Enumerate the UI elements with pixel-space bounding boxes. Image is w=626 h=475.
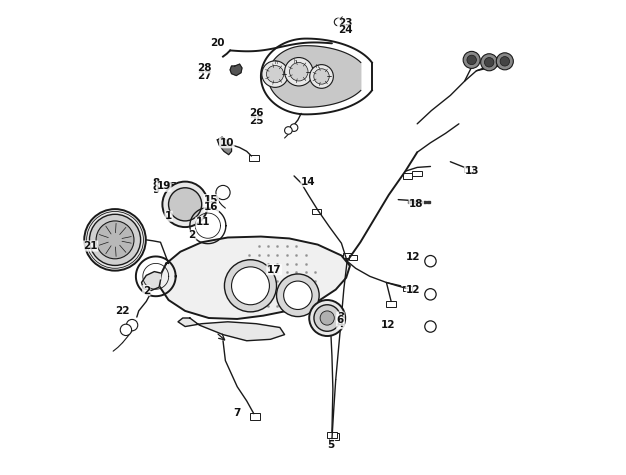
Text: 26: 26 [249,108,264,118]
Polygon shape [408,200,411,203]
Text: 25: 25 [249,116,264,126]
Circle shape [96,221,134,259]
Text: 3: 3 [337,312,344,322]
Polygon shape [411,200,414,203]
Text: 11: 11 [196,218,210,228]
Circle shape [500,57,510,66]
Polygon shape [415,200,418,203]
Bar [182,186,188,190]
Polygon shape [159,237,350,319]
Circle shape [225,260,277,312]
Bar [337,255,345,260]
Text: 19: 19 [156,181,171,191]
Polygon shape [178,318,285,341]
Circle shape [232,267,269,305]
Circle shape [90,214,141,266]
Text: 17: 17 [267,265,282,275]
Bar [250,413,260,419]
Bar [174,184,182,189]
Circle shape [481,54,498,71]
Text: 1: 1 [165,211,172,221]
Text: 12: 12 [406,285,421,294]
Bar [403,173,413,179]
Circle shape [290,63,308,81]
Polygon shape [268,46,361,107]
Text: 23: 23 [338,19,352,28]
Circle shape [126,319,138,331]
Text: 16: 16 [204,202,218,212]
Polygon shape [230,64,242,76]
Circle shape [284,281,312,310]
Circle shape [285,127,292,134]
Bar [386,301,396,307]
Circle shape [425,256,436,267]
Text: 10: 10 [220,138,234,148]
Circle shape [463,51,480,68]
Circle shape [290,124,298,132]
Polygon shape [419,200,422,203]
Circle shape [277,274,319,317]
Circle shape [425,321,436,332]
Circle shape [120,324,131,335]
Bar [193,192,201,198]
Text: 27: 27 [197,71,212,82]
Circle shape [496,53,513,70]
Text: h: h [294,59,297,64]
Text: 7: 7 [233,408,241,418]
Circle shape [467,55,476,65]
Circle shape [267,66,284,83]
Text: 13: 13 [464,166,479,176]
Circle shape [314,305,341,331]
Bar [167,181,175,186]
Text: 21: 21 [83,241,98,251]
Circle shape [334,18,342,26]
Text: 22: 22 [115,306,130,316]
Bar [249,155,259,161]
Text: 9: 9 [152,185,160,195]
Text: 24: 24 [338,25,352,35]
Bar [349,255,357,260]
Bar [403,286,413,292]
Bar [464,166,473,172]
Text: h: h [274,60,277,65]
Circle shape [262,61,289,87]
Text: 2: 2 [143,285,150,295]
Text: 12: 12 [406,252,421,262]
Bar [343,253,351,258]
Text: 15: 15 [204,195,218,205]
Bar [327,432,337,438]
Circle shape [285,57,313,86]
Polygon shape [141,272,160,291]
Polygon shape [427,200,429,203]
Circle shape [425,289,436,300]
Text: h: h [316,64,319,68]
Text: 14: 14 [301,177,316,187]
Circle shape [310,65,334,88]
Bar [202,195,208,200]
Circle shape [162,181,208,227]
Circle shape [320,311,334,325]
Circle shape [168,188,202,221]
Bar [329,433,339,440]
Circle shape [85,209,146,271]
Bar [312,209,321,214]
Circle shape [314,69,329,84]
Text: 20: 20 [210,38,225,48]
Text: 5: 5 [327,440,335,450]
Polygon shape [423,200,426,203]
Circle shape [485,57,494,67]
Polygon shape [217,137,232,155]
Text: 2: 2 [188,230,196,240]
Text: 6: 6 [337,315,344,325]
Text: 12: 12 [381,320,395,330]
Text: 8: 8 [152,178,160,188]
Text: 4: 4 [337,319,344,329]
Bar [413,171,422,176]
Text: 28: 28 [197,63,212,73]
Circle shape [309,300,345,336]
Text: 18: 18 [409,200,424,209]
Circle shape [216,185,230,200]
